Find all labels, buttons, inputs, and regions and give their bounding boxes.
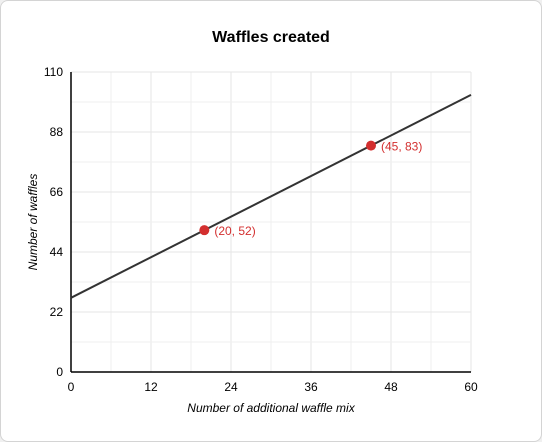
tick-labels: 0 12 24 36 48 60 0 22 44 66 88 110 [44,65,478,394]
x-tick-label: 0 [68,380,75,394]
y-tick-label: 22 [50,305,64,319]
y-tick-label: 110 [44,65,63,79]
trend-line [70,94,472,299]
x-tick-label: 12 [144,380,158,394]
series: (20, 52) (45, 83) [70,94,472,299]
data-point-label: (45, 83) [381,140,422,154]
chart-title: Waffles created [212,29,330,46]
x-axis-label: Number of additional waffle mix [187,401,355,415]
y-tick-label: 66 [50,185,64,199]
x-tick-label: 48 [384,380,398,394]
data-point [366,140,376,151]
axes [70,72,471,373]
x-tick-label: 36 [304,380,318,394]
data-point [199,225,210,236]
data-point-label: (20, 52) [214,224,255,238]
y-tick-label: 44 [50,245,64,259]
y-tick-label: 0 [56,365,63,379]
x-tick-label: 24 [224,380,238,394]
grid [71,71,472,372]
y-tick-label: 88 [50,125,64,139]
x-tick-label: 60 [464,380,478,394]
y-axis-label: Number of waffles [26,174,40,271]
